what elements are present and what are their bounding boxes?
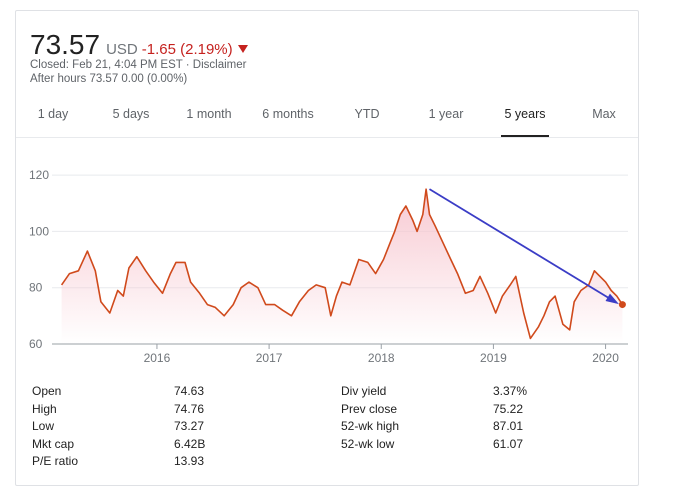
stat-value-52wk-high: 87.01 — [493, 419, 524, 433]
y-tick-label-80: 80 — [29, 281, 43, 295]
stat-label-low: Low — [32, 419, 55, 433]
stats-right-labels: Div yield Prev close 52-wk high 52-wk lo… — [341, 383, 399, 453]
stat-label-52wk-low: 52-wk low — [341, 436, 395, 451]
stat-label-mkt-cap: Mkt cap — [32, 436, 75, 451]
tab-ytd[interactable]: YTD — [354, 107, 380, 121]
stat-value-pe-ratio: 13.93 — [174, 454, 205, 468]
x-tick-label-2019: 2019 — [480, 351, 507, 365]
stats-right-values: 3.37% 75.22 87.01 61.07 — [493, 383, 527, 453]
after-hours-info: After hours 73.57 0.00 (0.00%) — [30, 73, 188, 85]
price-line — [60, 188, 624, 340]
x-tick-label-2020: 2020 — [592, 351, 619, 365]
x-tick-label-2017: 2017 — [256, 351, 283, 365]
stat-label-prev-close: Prev close — [341, 401, 398, 416]
tab-6-months[interactable]: 6 months — [262, 107, 314, 121]
stat-label-high: High — [32, 401, 57, 416]
stat-value-div-yield: 3.37% — [493, 384, 528, 398]
price-change: -1.65 (2.19%) — [141, 41, 233, 58]
last-price-dot — [618, 301, 626, 309]
stat-value-52wk-low: 61.07 — [493, 436, 524, 451]
stat-value-high: 74.76 — [174, 401, 205, 416]
stat-label-52wk-high: 52-wk high — [341, 419, 400, 433]
closed-info: Closed: Feb 21, 4:04 PM EST · Disclaimer — [30, 59, 247, 71]
stat-label-pe-ratio: P/E ratio — [32, 454, 79, 468]
currency: USD — [106, 41, 138, 58]
stock-card: 73.57 USD -1.65 (2.19%) Closed: Feb 21, 4:… — [15, 10, 639, 486]
active-tab-indicator — [501, 135, 549, 137]
y-tick-label-60: 60 — [29, 337, 43, 351]
stats-left-values: 74.63 74.76 73.27 6.42B 13.93 — [174, 383, 205, 471]
tab-5-days[interactable]: 5 days — [112, 107, 150, 121]
arrow-down-icon — [237, 45, 248, 53]
stat-value-open: 74.63 — [174, 384, 205, 398]
tab-max[interactable]: Max — [592, 107, 616, 121]
tab-1-day[interactable]: 1 day — [37, 107, 69, 121]
y-tick-label-100: 100 — [29, 224, 49, 238]
price: 73.57 — [30, 29, 101, 60]
tab-5-years[interactable]: 5 years — [504, 107, 546, 121]
price-chart: 120 100 80 60 2016 2017 2018 2019 2020 — [29, 168, 628, 365]
stat-value-low: 73.27 — [174, 419, 205, 433]
y-tick-label-120: 120 — [29, 168, 49, 182]
tab-1-year[interactable]: 1 year — [428, 107, 464, 121]
trend-arrow-line — [429, 188, 617, 304]
x-tick-label-2016: 2016 — [144, 351, 171, 365]
trend-arrow-head — [605, 293, 619, 305]
x-tick-label-2018: 2018 — [368, 351, 395, 365]
price-area — [61, 189, 623, 344]
stat-label-open: Open — [32, 384, 62, 398]
tab-1-month[interactable]: 1 month — [186, 107, 232, 121]
range-tabs: 1 day 5 days 1 month 6 months YTD 1 year… — [16, 103, 638, 138]
quote-header: 73.57 USD -1.65 (2.19%) — [30, 29, 248, 61]
stat-label-div-yield: Div yield — [341, 384, 387, 398]
stat-value-mkt-cap: 6.42B — [174, 436, 206, 451]
stats-left-labels: Open High Low Mkt cap P/E ratio — [32, 383, 78, 471]
stat-value-prev-close: 75.22 — [493, 401, 524, 416]
